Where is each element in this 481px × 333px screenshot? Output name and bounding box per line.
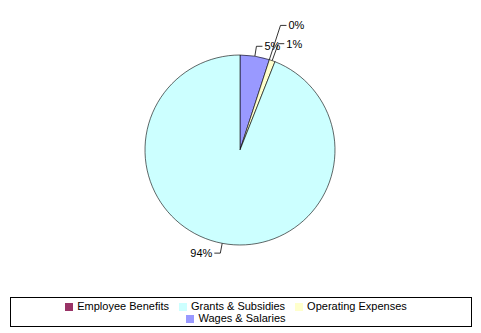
html-text:Grants & Subsidies: Grants & Subsidies (190, 300, 286, 312)
svg-text:1%: 1% (286, 38, 302, 50)
html-text:Wages & Salaries: Wages & Salaries (198, 312, 286, 324)
svg-text:94%: 94% (190, 247, 212, 259)
svg-text:0%: 0% (288, 19, 304, 31)
svg-text:5%: 5% (264, 40, 281, 53)
html-text:Employee Benefits: Employee Benefits (77, 300, 169, 312)
html-text:Operating Expenses: Operating Expenses (307, 300, 407, 312)
